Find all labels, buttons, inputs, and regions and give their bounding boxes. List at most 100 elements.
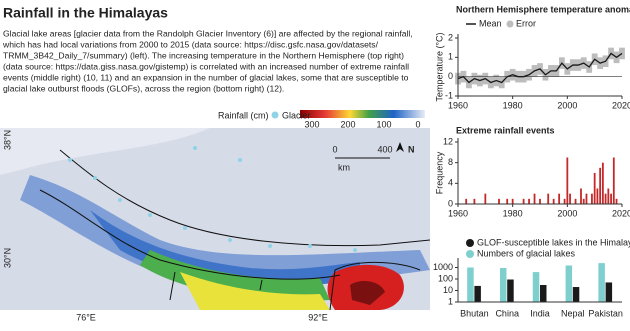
north-label: N xyxy=(408,144,415,154)
y-tick-label: 4 xyxy=(448,178,453,188)
bar xyxy=(528,198,530,204)
bar xyxy=(566,157,569,204)
glacier-dot xyxy=(93,176,97,180)
bar xyxy=(598,263,605,302)
bar xyxy=(522,198,525,204)
legend-label: Error xyxy=(516,18,536,28)
page-title: Rainfall in the Himalayas xyxy=(3,5,168,21)
bar xyxy=(610,193,612,204)
y-tick-label: -1 xyxy=(445,90,453,100)
bar xyxy=(565,265,573,302)
bar xyxy=(569,193,571,204)
scale-unit: km xyxy=(338,162,350,172)
lat-label: 30°N xyxy=(2,248,12,268)
paragraph-line: events (middle right) (10, 11) and an ex… xyxy=(3,72,409,82)
north-arrow xyxy=(396,142,404,152)
x-tick-label: Pakistan xyxy=(588,308,623,318)
bar xyxy=(552,198,555,204)
legend-label: Numbers of glacial lakes xyxy=(477,248,576,258)
bar xyxy=(547,193,550,204)
bar xyxy=(467,267,474,302)
legend-label: GLOF-susceptible lakes in the Himalayas xyxy=(477,237,630,247)
x-tick-label: 2020 xyxy=(612,100,630,110)
glacier-dot xyxy=(68,158,72,162)
bar xyxy=(596,188,599,204)
scale-label: 0 xyxy=(332,144,337,154)
legend-swatch xyxy=(466,250,474,258)
glacier-dot xyxy=(183,226,187,230)
bar xyxy=(572,287,580,302)
map-wet-band xyxy=(20,175,430,284)
bar xyxy=(591,193,593,204)
x-tick-label: Bhutan xyxy=(460,308,489,318)
bar xyxy=(599,167,602,204)
bar xyxy=(474,285,481,302)
legend-swatch xyxy=(466,239,474,247)
legend-label: Mean xyxy=(479,18,502,28)
bar xyxy=(484,193,487,204)
x-tick-label: 1960 xyxy=(448,100,468,110)
y-tick-label: 2 xyxy=(448,32,453,42)
colorbar-label: Rainfall (cm) xyxy=(218,110,269,120)
glacier-dot xyxy=(308,244,312,248)
bar xyxy=(511,198,514,204)
x-tick-label: China xyxy=(495,308,519,318)
y-tick-label: 100 xyxy=(438,273,453,283)
y-tick-label: 8 xyxy=(448,157,453,167)
glacier-dot xyxy=(353,248,357,252)
paragraph-line: which has had local variations from 2000… xyxy=(2,39,379,49)
scale-label: 400 xyxy=(377,144,392,154)
bar xyxy=(506,198,509,204)
y-tick-label: 1 xyxy=(448,52,453,62)
y-axis-label: Temperature (°C) xyxy=(434,32,444,101)
glacier-dots xyxy=(68,146,357,252)
colorbar-tick: 0 xyxy=(415,119,420,129)
bar xyxy=(563,198,566,204)
bar xyxy=(540,285,547,302)
bar xyxy=(615,198,618,204)
paragraph-line: (data source: https://data.giss.nasa.gov… xyxy=(3,61,409,71)
glacier-dot xyxy=(193,146,197,150)
legend-swatch xyxy=(271,111,279,119)
y-tick-label: 12 xyxy=(443,136,453,146)
map-yellow-area xyxy=(180,272,330,310)
map-border xyxy=(39,149,431,311)
mean-line xyxy=(457,52,623,84)
x-tick-label: India xyxy=(530,308,550,318)
lon-label: 76°E xyxy=(76,312,96,322)
y-tick-label: 10 xyxy=(443,285,453,295)
colorbar-tick: 200 xyxy=(340,119,355,129)
y-tick-label: 0 xyxy=(448,198,453,208)
glacier-dot xyxy=(238,158,242,162)
paragraph-line: Glacial lake areas [glacier data from th… xyxy=(3,28,413,38)
y-tick-label: 1000 xyxy=(433,262,453,272)
bar xyxy=(585,193,588,204)
bar xyxy=(607,188,610,204)
colorbar xyxy=(300,110,425,118)
chart-title: Northern Hemisphere temperature anomaly xyxy=(456,4,630,14)
bar xyxy=(473,198,476,204)
y-axis-label: Frequency xyxy=(434,151,444,194)
legend-label: Glacier xyxy=(282,110,311,120)
chart-title: Extreme rainfall events xyxy=(456,125,555,135)
glacier-dot xyxy=(228,238,232,242)
x-tick-label: 2000 xyxy=(557,100,577,110)
bar xyxy=(465,198,468,204)
x-tick-label: 1960 xyxy=(448,208,468,218)
bar xyxy=(612,157,615,204)
bar xyxy=(580,188,582,204)
paragraph-line: glacial lake outburst floods (GLOFs), ac… xyxy=(3,83,284,93)
x-tick-label: 2020 xyxy=(612,208,630,218)
lat-label: 38°N xyxy=(2,130,12,150)
bar xyxy=(582,198,585,204)
map-dark-red-area xyxy=(350,280,385,305)
bar xyxy=(532,272,540,302)
bar xyxy=(499,268,507,302)
y-tick-label: 1 xyxy=(448,296,453,306)
bar xyxy=(558,193,561,204)
bar xyxy=(605,282,613,302)
bar xyxy=(604,193,607,204)
bar xyxy=(593,173,596,204)
glacier-dot xyxy=(148,213,152,217)
